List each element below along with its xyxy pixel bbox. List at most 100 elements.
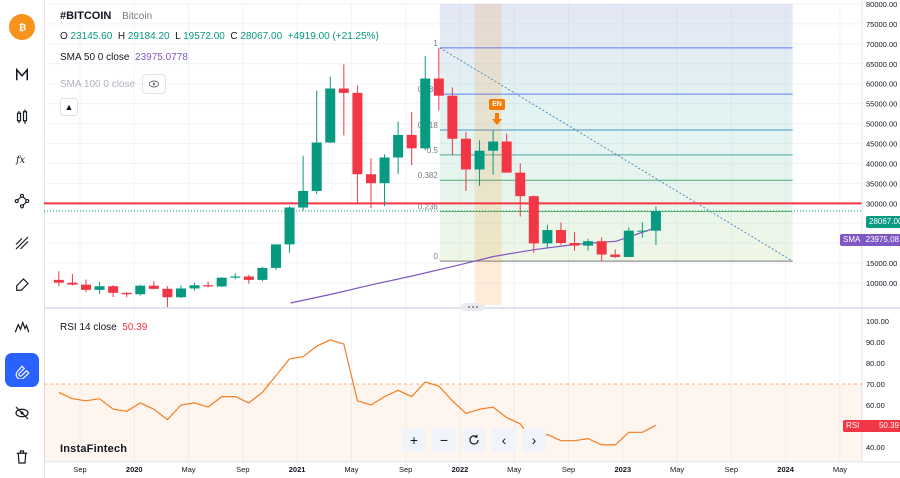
candle-body	[379, 157, 390, 184]
candle-body	[542, 230, 553, 244]
price-tick-label: 45000.00	[866, 140, 897, 149]
price-tick-label: 70000.00	[866, 40, 897, 49]
patterns-icon[interactable]	[5, 310, 39, 344]
eye-icon[interactable]	[142, 74, 166, 94]
lines-icon[interactable]	[5, 226, 39, 260]
chart-container[interactable]: 10.7860.6180.50.3820.236010000.0015000.0…	[44, 0, 900, 478]
candle	[610, 249, 621, 258]
magnet-icon[interactable]	[5, 353, 39, 387]
rsi-legend[interactable]: RSI 14 close 50.39	[60, 322, 147, 333]
candle	[515, 163, 526, 217]
trend-line	[439, 47, 793, 262]
time-tick-label: Sep	[73, 465, 86, 474]
candle-body	[189, 285, 200, 289]
fib-level-label: 0	[433, 252, 438, 261]
sma50-legend[interactable]: SMA 50 0 close 23975.0778	[60, 52, 188, 63]
bitcoin-icon[interactable]: ₿	[5, 10, 39, 44]
candle-body	[230, 276, 241, 278]
candle	[420, 55, 431, 151]
fx-icon[interactable]: fx	[5, 142, 39, 176]
candle-body	[162, 288, 173, 298]
price-tick-label: 10000.00	[866, 279, 897, 288]
open-value: 23145.60	[70, 31, 113, 42]
candle	[474, 140, 485, 186]
close-label: C	[230, 31, 238, 42]
candle-body	[311, 142, 322, 191]
candle	[447, 87, 458, 156]
candle	[325, 76, 336, 144]
price-tick-label: 40000.00	[866, 159, 897, 168]
candle	[230, 273, 241, 280]
candle-body	[216, 277, 227, 287]
open-label: O	[60, 31, 68, 42]
candle-body	[338, 88, 349, 93]
candle-body	[203, 285, 214, 287]
candle	[555, 222, 566, 245]
candle	[460, 131, 471, 191]
candle-body	[352, 92, 363, 175]
sma-price-tag: SMA 23975.08	[840, 234, 900, 246]
reset-icon[interactable]	[462, 428, 486, 452]
sma100-label: SMA 100 0 close	[60, 79, 136, 90]
sma100-legend[interactable]: SMA 100 0 close	[60, 79, 135, 90]
time-tick-label: May	[507, 465, 521, 474]
sma50-line	[290, 226, 658, 304]
candle	[501, 133, 512, 173]
low-label: L	[175, 31, 181, 42]
candles-icon[interactable]	[5, 100, 39, 134]
candle-body	[365, 174, 376, 184]
scroll-right-button[interactable]: ›	[522, 428, 546, 452]
path-icon[interactable]	[5, 184, 39, 218]
price-chart[interactable]: 10.7860.6180.50.3820.236010000.0015000.0…	[44, 0, 900, 478]
candle	[148, 281, 159, 290]
candle	[528, 195, 539, 253]
price-tick-label: 35000.00	[866, 179, 897, 188]
price-tick-label: 50000.00	[866, 120, 897, 129]
low-value: 19572.00	[183, 31, 225, 42]
pane-resize-handle[interactable]	[461, 303, 485, 311]
candle-body	[569, 243, 580, 246]
collapse-legend-icon[interactable]: ▲	[60, 98, 78, 116]
eye-off-icon[interactable]	[5, 396, 39, 430]
candle	[257, 266, 268, 282]
indicators-icon[interactable]	[5, 58, 39, 92]
rsi-tick-label: 90.00	[866, 338, 885, 347]
sma50-value: 23975.0778	[135, 52, 188, 63]
candle-body	[623, 230, 634, 257]
candle-body	[94, 286, 105, 290]
candle	[338, 64, 349, 136]
price-tick-label: 75000.00	[866, 20, 897, 29]
brush-icon[interactable]	[5, 268, 39, 302]
time-tick-label: May	[833, 465, 847, 474]
brand-logo: InstaFintech	[60, 443, 128, 455]
time-tick-label: May	[670, 465, 684, 474]
en-badge[interactable]: EN	[489, 99, 505, 110]
candle-body	[243, 276, 254, 280]
candle	[637, 222, 648, 238]
close-value: 28067.00	[240, 31, 283, 42]
candle	[121, 292, 132, 298]
fib-level-label: 1	[433, 39, 438, 48]
candle-body	[583, 241, 594, 246]
chart-navigation: + − ‹ ›	[402, 428, 546, 452]
candle-body	[610, 254, 621, 257]
candle	[94, 281, 105, 294]
candle-body	[284, 207, 295, 245]
candle	[379, 154, 390, 207]
candle-body	[325, 88, 336, 143]
zoom-in-button[interactable]: +	[402, 428, 426, 452]
scroll-left-button[interactable]: ‹	[492, 428, 516, 452]
candle	[433, 47, 444, 111]
time-tick-label: 2021	[289, 465, 306, 474]
time-tick-label: May	[181, 465, 195, 474]
trash-icon[interactable]	[5, 440, 39, 474]
price-tick-label: 30000.00	[866, 199, 897, 208]
candle-body	[406, 134, 417, 149]
rsi-tag-name: RSI	[846, 421, 860, 430]
candle	[189, 282, 200, 291]
zoom-out-button[interactable]: −	[432, 428, 456, 452]
candle	[311, 90, 322, 195]
time-tick-label: May	[344, 465, 358, 474]
time-tick-label: Sep	[562, 465, 575, 474]
candle	[583, 238, 594, 251]
